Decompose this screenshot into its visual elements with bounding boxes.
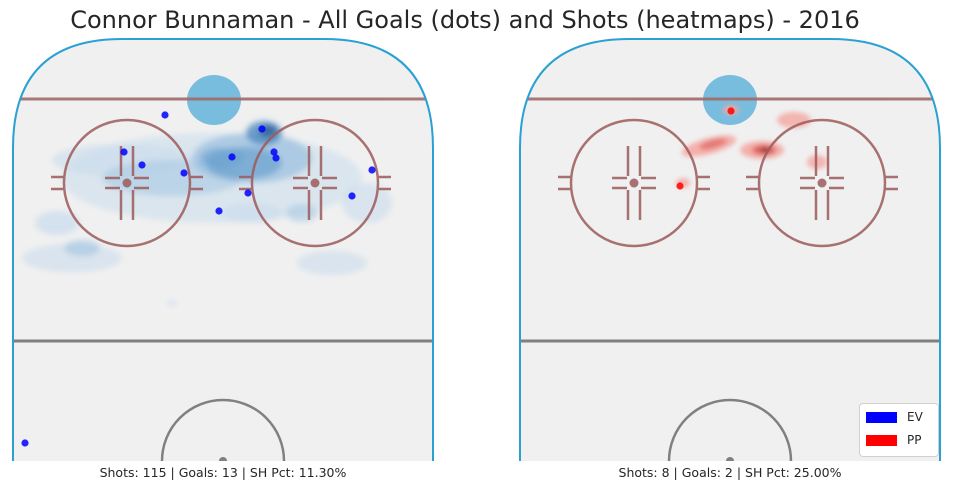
legend-item-pp: PP	[866, 432, 921, 448]
legend-item-ev: EV	[866, 409, 923, 425]
faceoff-circle-left	[51, 118, 203, 248]
ev-goal-dot	[21, 439, 29, 447]
pp-heatmap	[676, 105, 827, 188]
rink-ev-panel	[12, 38, 434, 461]
pp-goal-dot	[727, 107, 735, 115]
pp-stats-caption: Shots: 8 | Goals: 2 | SH Pct: 25.00%	[618, 465, 842, 480]
ev-goal-dot	[138, 161, 146, 169]
chart-title: Connor Bunnaman - All Goals (dots) and S…	[70, 6, 860, 34]
legend-label-ev: EV	[907, 410, 923, 424]
ev-stats-caption: Shots: 115 | Goals: 13 | SH Pct: 11.30%	[99, 465, 347, 480]
ev-goal-dot	[161, 111, 169, 119]
faceoff-circle-right	[746, 118, 898, 248]
ev-goal-dot	[272, 154, 280, 162]
rink-pp-panel	[519, 38, 941, 461]
rink-surface	[520, 39, 940, 461]
ev-goal-dot	[228, 153, 236, 161]
center-circle	[667, 398, 793, 461]
ev-goal-dot	[348, 192, 356, 200]
pp-goal-dot	[676, 182, 684, 190]
boards	[519, 38, 941, 461]
ev-goal-dot	[258, 125, 266, 133]
legend-swatch-pp	[866, 434, 897, 446]
boards	[12, 38, 434, 461]
legend-label-pp: PP	[907, 433, 922, 447]
ev-goal-dot	[215, 207, 223, 215]
legend: EV PP	[859, 403, 939, 457]
legend-swatch-ev	[866, 411, 897, 423]
ev-goal-dot	[180, 169, 188, 177]
center-circle	[160, 398, 286, 461]
faceoff-circle-right	[239, 118, 391, 248]
ev-goal-dot	[244, 189, 252, 197]
ev-goal-dot	[368, 166, 376, 174]
ev-goal-dot	[120, 148, 128, 156]
ev-goal-dot	[270, 148, 278, 156]
faceoff-circle-left	[558, 118, 710, 248]
